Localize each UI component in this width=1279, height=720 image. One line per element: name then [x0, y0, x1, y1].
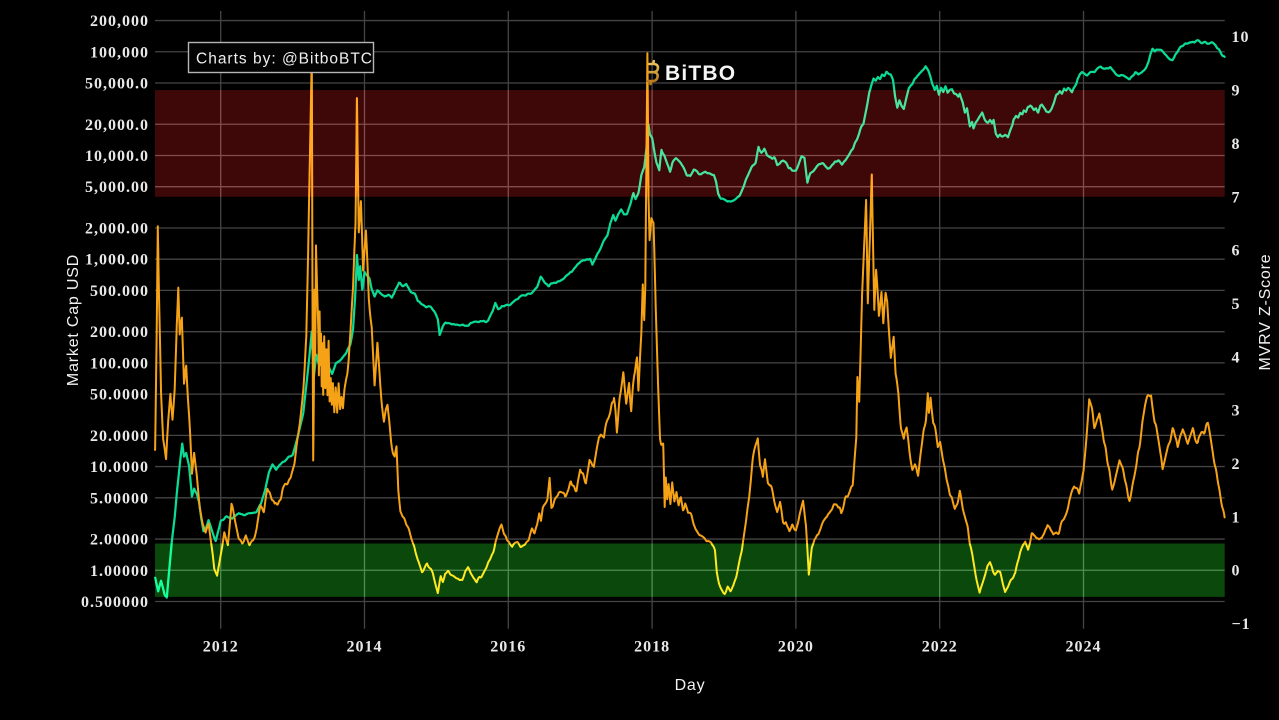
svg-text:20.0000: 20.0000 [90, 428, 149, 445]
svg-text:2016: 2016 [490, 639, 526, 656]
svg-text:Market Cap USD: Market Cap USD [65, 254, 82, 386]
svg-text:BiTBO: BiTBO [665, 62, 736, 85]
svg-text:8: 8 [1232, 136, 1241, 153]
svg-text:MVRV Z-Score: MVRV Z-Score [1257, 254, 1274, 371]
svg-text:1,000.00: 1,000.00 [85, 252, 149, 269]
svg-text:2014: 2014 [347, 639, 383, 656]
svg-text:Charts by: @BitboBTC: Charts by: @BitboBTC [196, 51, 373, 68]
svg-text:Day: Day [675, 677, 706, 694]
svg-text:4: 4 [1232, 349, 1241, 366]
svg-text:2,000.00: 2,000.00 [85, 221, 149, 238]
svg-text:2022: 2022 [922, 639, 958, 656]
svg-text:9: 9 [1232, 83, 1241, 100]
svg-text:1: 1 [1232, 509, 1241, 526]
svg-text:3: 3 [1232, 403, 1241, 420]
svg-text:7: 7 [1232, 189, 1241, 206]
svg-text:0: 0 [1232, 563, 1241, 580]
svg-text:6: 6 [1232, 243, 1241, 260]
svg-text:50,000.0: 50,000.0 [85, 76, 149, 93]
svg-text:100.000: 100.000 [90, 355, 149, 372]
svg-text:500.000: 500.000 [90, 283, 149, 300]
svg-text:2.00000: 2.00000 [90, 532, 149, 549]
svg-text:2020: 2020 [778, 639, 814, 656]
svg-text:−1: −1 [1232, 616, 1251, 633]
svg-text:0.500000: 0.500000 [81, 594, 149, 611]
svg-text:10,000.0: 10,000.0 [85, 148, 149, 165]
svg-text:1.00000: 1.00000 [90, 563, 149, 580]
svg-text:2018: 2018 [634, 639, 670, 656]
svg-text:2024: 2024 [1066, 639, 1102, 656]
svg-text:50.0000: 50.0000 [90, 387, 149, 404]
svg-text:200,000: 200,000 [90, 13, 149, 30]
svg-text:10: 10 [1232, 29, 1250, 46]
svg-text:5,000.00: 5,000.00 [85, 179, 149, 196]
svg-text:20,000.0: 20,000.0 [85, 117, 149, 134]
svg-text:200.000: 200.000 [90, 324, 149, 341]
svg-text:10.0000: 10.0000 [90, 459, 149, 476]
svg-text:2: 2 [1232, 456, 1241, 473]
svg-text:5: 5 [1232, 296, 1241, 313]
svg-text:100,000: 100,000 [90, 44, 149, 61]
svg-text:2012: 2012 [203, 639, 239, 656]
svg-text:5.00000: 5.00000 [90, 490, 149, 507]
